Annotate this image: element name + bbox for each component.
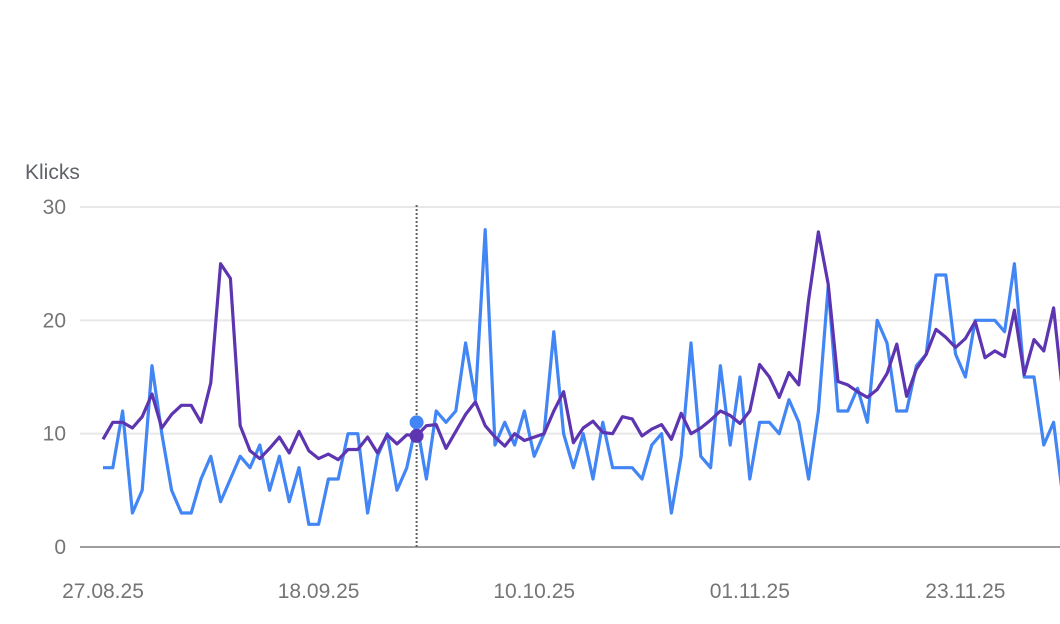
series-line-1 <box>101 230 1060 462</box>
x-tick-label: 01.11.25 <box>710 580 790 603</box>
x-tick-label: 10.10.25 <box>493 580 575 603</box>
y-tick-label: 30 <box>43 196 66 219</box>
x-tick-label: 23.11.25 <box>925 580 1005 603</box>
x-tick-label: 27.08.25 <box>62 580 144 603</box>
series-line-0 <box>103 228 1060 526</box>
x-tick-label: 18.09.25 <box>278 580 360 603</box>
y-tick-label: 0 <box>54 536 66 559</box>
y-axis-label: Klicks <box>25 161 80 184</box>
hover-point-1 <box>409 428 424 443</box>
y-tick-label: 10 <box>43 423 66 446</box>
y-tick-label: 20 <box>43 309 66 332</box>
hover-point-0 <box>409 415 424 430</box>
